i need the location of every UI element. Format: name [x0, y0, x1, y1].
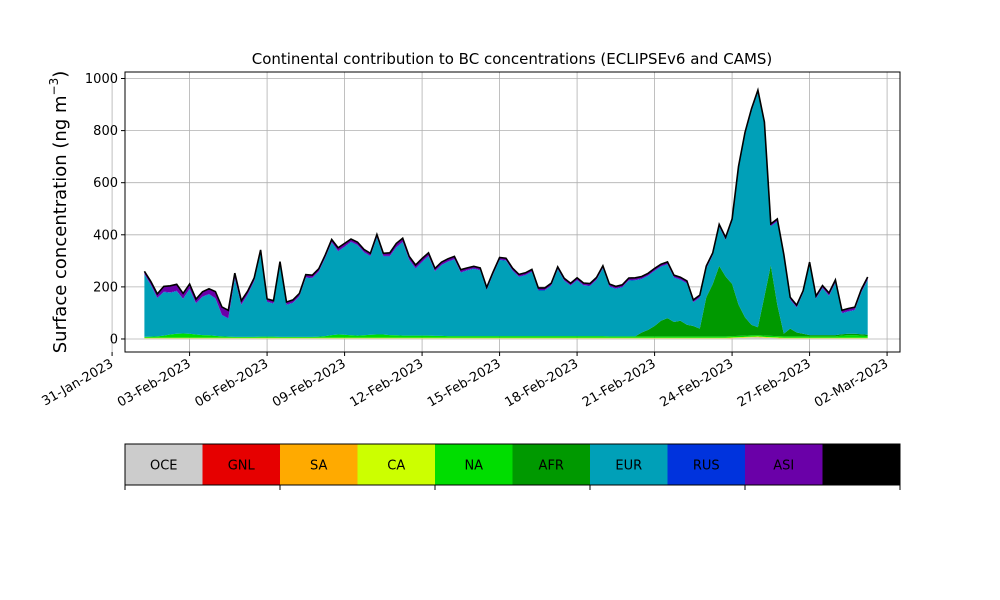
y-tick-label: 400	[93, 228, 118, 243]
legend-swatch-oce	[125, 444, 203, 485]
x-axis-ticks: 31-Jan-202303-Feb-202306-Feb-202309-Feb-…	[39, 352, 891, 411]
y-tick-label: 0	[110, 332, 118, 347]
legend-label-aus: AUS	[848, 459, 875, 474]
x-tick-label: 02-Mar-2023	[812, 356, 891, 410]
x-tick-label: 06-Feb-2023	[193, 356, 272, 410]
legend-swatch-rus	[667, 444, 746, 485]
x-tick-label: 09-Feb-2023	[270, 356, 349, 410]
legend-swatch-gnl	[202, 444, 281, 485]
legend-label-gnl: GNL	[228, 459, 256, 474]
area-oce	[144, 337, 868, 339]
legend-swatch-na	[435, 444, 513, 485]
legend-label-eur: EUR	[615, 459, 642, 474]
legend-label-sa: SA	[310, 459, 327, 474]
y-tick-label: 800	[93, 124, 118, 139]
legend-colorbar: OCE GNL SA CA NA AFR EUR RUS ASI AUS	[124, 443, 901, 490]
y-tick-label: 1000	[85, 72, 118, 87]
x-tick-label: 24-Feb-2023	[658, 356, 737, 410]
legend-swatch-ca	[357, 444, 436, 485]
y-tick-label: 600	[93, 176, 118, 191]
x-tick-label: 27-Feb-2023	[735, 356, 814, 410]
legend-frame	[124, 443, 901, 486]
legend-swatch-sa	[280, 444, 358, 485]
legend-label-na: NA	[464, 459, 483, 474]
x-tick-label: 12-Feb-2023	[348, 356, 427, 410]
x-tick-label: 03-Feb-2023	[115, 356, 194, 410]
y-tick-label: 200	[93, 280, 118, 295]
y-axis-ticks: 0 200 400 600 800 1000	[85, 72, 125, 347]
legend-label-afr: AFR	[539, 459, 564, 474]
x-tick-label: 21-Feb-2023	[580, 356, 659, 410]
y-axis-label-main: Surface concentration (ng m	[50, 95, 71, 353]
x-tick-label: 31-Jan-2023	[39, 356, 116, 409]
area-ca	[144, 336, 868, 339]
legend-label-oce: OCE	[150, 459, 178, 474]
area-sa	[144, 336, 868, 339]
legend-swatch-asi	[745, 444, 823, 485]
plot-frame	[124, 71, 901, 353]
legend-swatch-eur	[590, 444, 668, 485]
area-afr	[144, 265, 868, 337]
y-axis-label-close: )	[50, 71, 71, 78]
x-tick-label: 18-Feb-2023	[503, 356, 582, 410]
legend-label-rus: RUS	[693, 459, 720, 474]
total-outline	[143, 87, 869, 312]
area-na	[144, 333, 868, 338]
legend-swatch-aus	[822, 444, 901, 485]
y-axis-label: Surface concentration (ng m−3)	[47, 71, 71, 354]
area-eur	[144, 92, 868, 337]
legend-label-asi: ASI	[773, 459, 794, 474]
chart-title: Continental contribution to BC concentra…	[252, 50, 773, 68]
x-tick-label: 15-Feb-2023	[425, 356, 504, 410]
stacked-areas	[144, 90, 868, 339]
y-axis-label-exponent: −3	[47, 78, 61, 96]
total-line	[143, 87, 869, 312]
legend-swatch-afr	[512, 444, 591, 485]
legend-label-ca: CA	[387, 459, 405, 474]
